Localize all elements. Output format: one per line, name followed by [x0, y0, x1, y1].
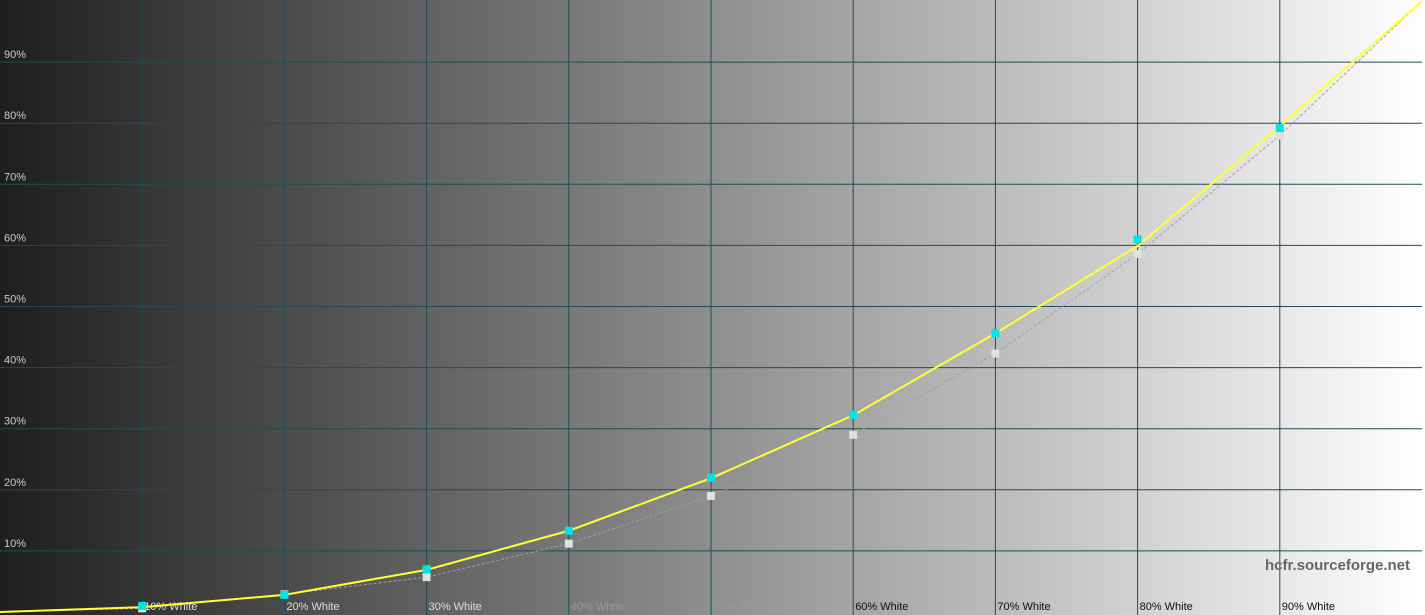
y-tick-label: 70%: [4, 171, 26, 183]
x-tick-label: 60% White: [855, 601, 908, 613]
y-tick-label: 10%: [4, 538, 26, 550]
marker: [991, 349, 1000, 358]
x-tick-label: 80% White: [1140, 601, 1193, 613]
y-tick-label: 90%: [4, 49, 26, 61]
marker: [1275, 131, 1284, 140]
marker: [138, 601, 147, 610]
marker: [1133, 235, 1142, 244]
x-tick-label: 70% White: [997, 601, 1050, 613]
marker: [1275, 124, 1284, 133]
marker: [564, 526, 573, 535]
y-tick-label: 20%: [4, 477, 26, 489]
marker: [422, 573, 431, 582]
y-tick-label: 80%: [4, 110, 26, 122]
marker: [991, 329, 1000, 338]
marker: [849, 410, 858, 419]
watermark: hcfr.sourceforge.net: [1265, 557, 1410, 574]
x-tick-label: 40% White: [571, 601, 624, 613]
marker: [422, 565, 431, 574]
x-tick-label: 30% White: [429, 601, 482, 613]
x-tick-label: 50% White: [713, 601, 766, 613]
y-tick-label: 30%: [4, 416, 26, 428]
marker: [564, 539, 573, 548]
y-tick-label: 50%: [4, 294, 26, 306]
marker: [1133, 249, 1142, 258]
x-tick-label: 20% White: [286, 601, 339, 613]
marker: [707, 491, 715, 500]
x-tick-label: 90% White: [1282, 601, 1335, 613]
marker: [707, 473, 715, 482]
y-tick-label: 40%: [4, 355, 26, 367]
marker: [280, 590, 289, 599]
y-tick-label: 60%: [4, 232, 26, 244]
marker: [849, 430, 858, 439]
